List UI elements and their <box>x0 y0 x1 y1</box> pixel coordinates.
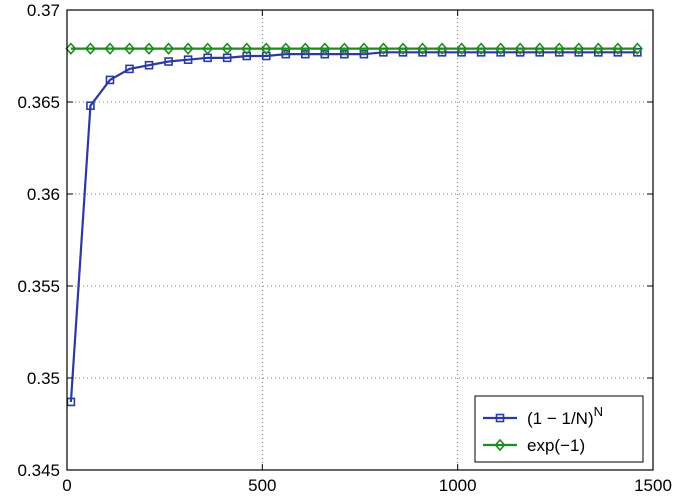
data-point <box>377 42 390 55</box>
data-point <box>359 49 369 59</box>
y-tick-label: 0.355 <box>17 277 60 296</box>
x-tick-label: 500 <box>248 476 276 495</box>
legend: (1 − 1/N)N exp(−1) <box>474 395 644 463</box>
data-point <box>338 42 350 55</box>
data-point <box>397 42 409 55</box>
data-point <box>455 42 468 55</box>
data-point <box>182 42 194 55</box>
data-point <box>104 42 116 55</box>
data-point <box>164 57 173 66</box>
data-point <box>221 42 233 55</box>
plot-frame <box>66 9 654 471</box>
legend-box <box>474 395 644 463</box>
data-point <box>553 42 565 55</box>
x-tick-label: 1500 <box>634 476 672 495</box>
axis-ticks: 0 500 1000 1500 0.345 0.35 0.355 0.36 0.365 0.37 <box>17 1 671 495</box>
data-point <box>436 42 448 55</box>
legend-label: exp(−1) <box>527 436 585 455</box>
data-point <box>475 42 487 55</box>
y-tick-label: 0.345 <box>17 461 60 480</box>
legend-marker <box>494 438 506 452</box>
series-approximation <box>66 48 642 407</box>
data-point <box>241 42 253 55</box>
legend-item: (1 − 1/N)N <box>483 404 603 428</box>
data-point <box>123 42 136 55</box>
data-point <box>514 42 526 55</box>
legend-label: (1 − 1/N)N <box>527 404 603 428</box>
data-point <box>495 42 507 55</box>
series-line <box>69 51 638 402</box>
data-point <box>340 49 349 59</box>
y-tick-label: 0.36 <box>27 185 60 204</box>
series-exp-minus-one <box>65 42 643 55</box>
data-point <box>105 75 115 85</box>
data-point <box>125 64 134 74</box>
data-point <box>416 42 429 55</box>
data-point <box>631 42 643 55</box>
data-point <box>84 42 97 55</box>
series-layer <box>65 42 643 407</box>
legend-marker <box>495 413 505 423</box>
data-point <box>65 42 77 55</box>
data-point <box>534 42 546 55</box>
data-point <box>183 55 193 64</box>
data-point <box>260 42 272 55</box>
data-point <box>281 49 291 59</box>
data-point <box>612 42 624 55</box>
data-point <box>320 49 330 59</box>
data-point <box>299 42 311 55</box>
data-point <box>573 42 585 55</box>
data-point <box>143 42 155 55</box>
data-point <box>280 42 292 55</box>
data-point <box>301 49 310 59</box>
y-tick-label: 0.365 <box>17 93 60 112</box>
data-point <box>319 42 331 55</box>
data-point <box>592 42 604 55</box>
data-point <box>144 60 154 70</box>
data-point <box>633 48 642 57</box>
x-tick-label: 1000 <box>439 476 477 495</box>
data-point <box>162 42 175 55</box>
y-tick-label: 0.37 <box>27 1 60 20</box>
grid <box>67 10 653 470</box>
data-point <box>358 42 370 55</box>
data-point <box>86 101 95 110</box>
data-point <box>202 42 214 55</box>
y-tick-label: 0.35 <box>27 369 60 388</box>
x-tick-label: 0 <box>62 476 71 495</box>
legend-item: exp(−1) <box>483 436 585 455</box>
